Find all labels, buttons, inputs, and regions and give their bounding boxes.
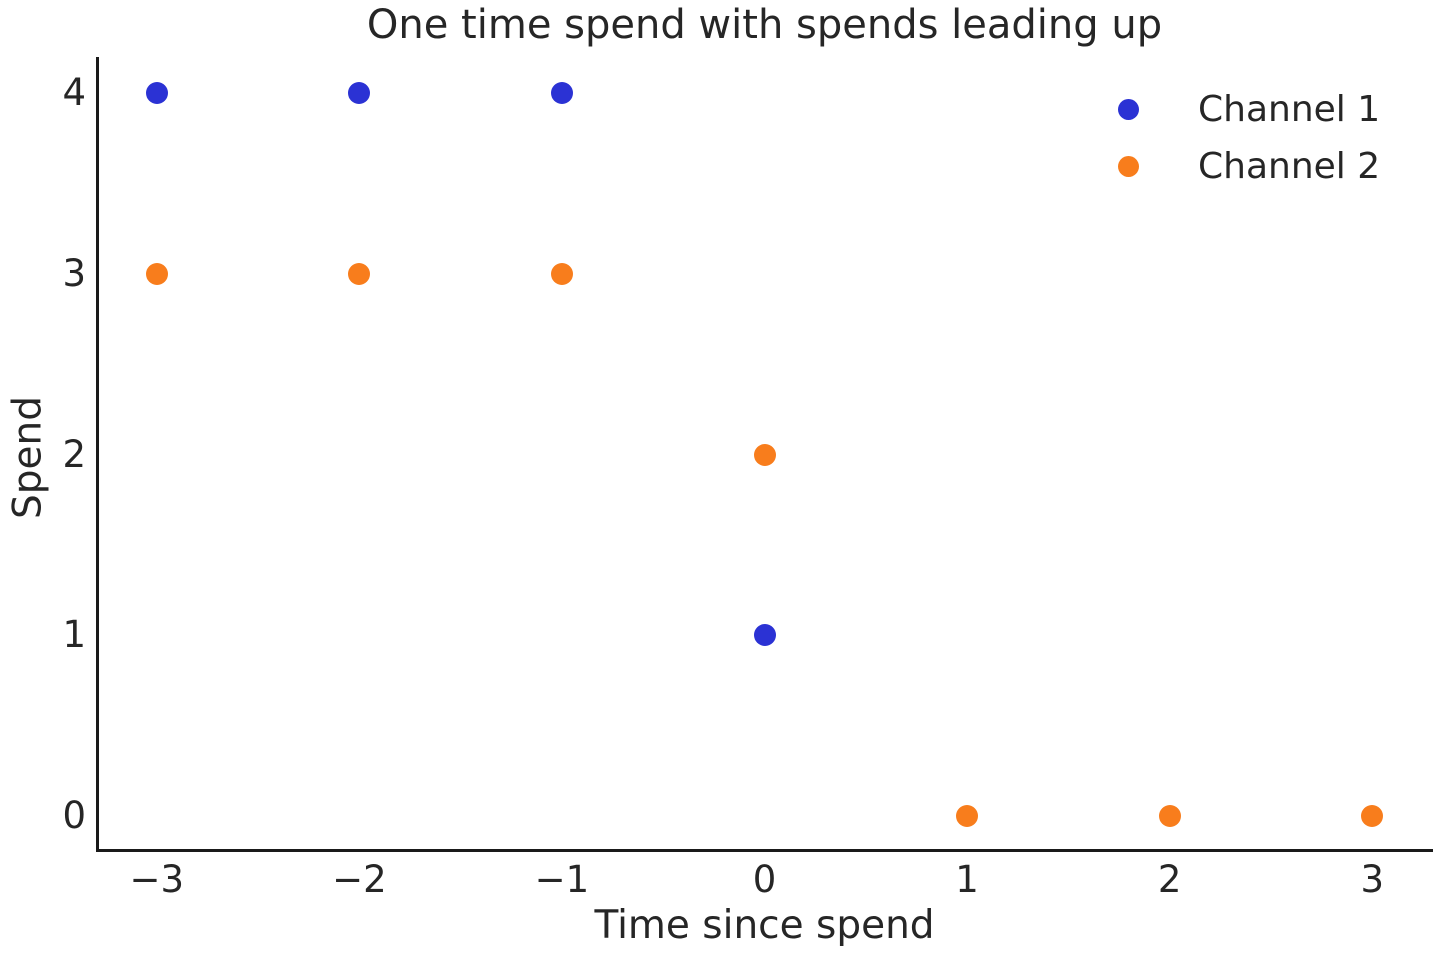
data-point bbox=[956, 804, 979, 827]
x-tick-label: 3 bbox=[1360, 858, 1384, 901]
x-tick-label: −1 bbox=[534, 858, 590, 901]
data-point bbox=[145, 82, 168, 105]
y-axis-label: Spend bbox=[5, 396, 51, 519]
legend-marker-icon bbox=[1118, 98, 1139, 120]
x-tick-label: 0 bbox=[752, 858, 777, 901]
data-point bbox=[145, 262, 168, 285]
chart-title: One time spend with spends leading up bbox=[366, 2, 1163, 48]
x-axis-label: Time since spend bbox=[594, 903, 935, 948]
data-point bbox=[1361, 804, 1384, 827]
y-tick-label: 2 bbox=[62, 432, 86, 476]
legend-label: Channel 2 bbox=[1198, 145, 1381, 187]
x-tick-label: 1 bbox=[955, 858, 979, 901]
legend: Channel 1 Channel 2 bbox=[1118, 86, 1380, 189]
x-tick-label: −3 bbox=[129, 858, 185, 901]
y-tick-label: 3 bbox=[62, 251, 86, 295]
legend-label: Channel 1 bbox=[1198, 88, 1381, 130]
data-point bbox=[550, 262, 573, 285]
x-tick-label: 2 bbox=[1157, 858, 1182, 901]
y-tick-label: 4 bbox=[62, 71, 86, 115]
legend-item: Channel 2 bbox=[1118, 143, 1380, 189]
data-point bbox=[550, 82, 573, 105]
data-point bbox=[348, 262, 371, 285]
y-tick-label: 0 bbox=[62, 793, 86, 837]
legend-item: Channel 1 bbox=[1118, 86, 1380, 132]
y-tick-label: 1 bbox=[62, 613, 86, 657]
x-tick-label: −2 bbox=[332, 858, 387, 901]
data-point bbox=[1158, 804, 1181, 827]
data-point bbox=[753, 624, 776, 647]
data-point bbox=[348, 82, 371, 105]
plot-area bbox=[96, 57, 1433, 852]
legend-marker-icon bbox=[1118, 155, 1139, 177]
data-point bbox=[753, 443, 776, 466]
